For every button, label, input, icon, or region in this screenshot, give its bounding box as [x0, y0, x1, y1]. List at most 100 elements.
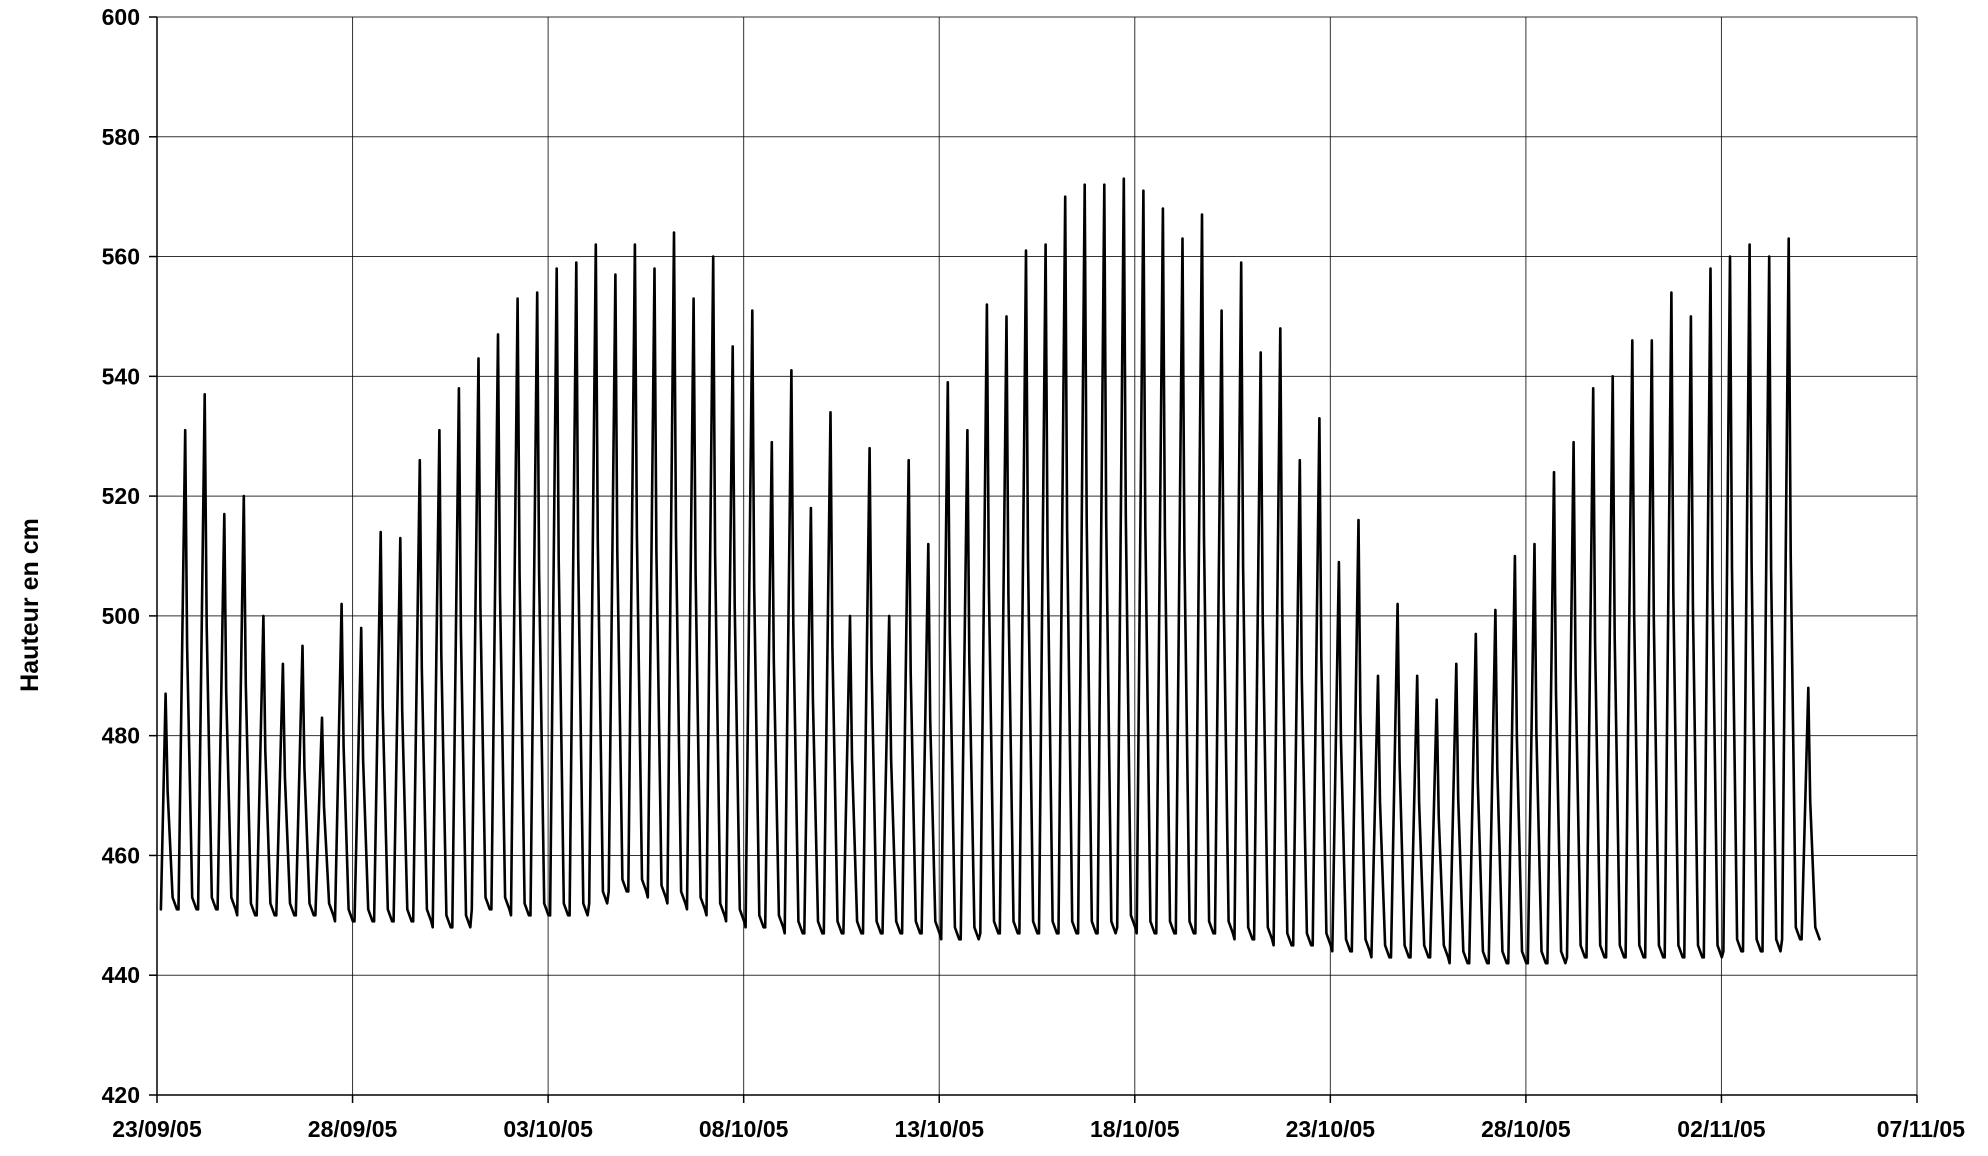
series-0-peak-point-44 — [1025, 249, 1027, 252]
x-tick-label-7: 28/10/05 — [1481, 1116, 1571, 1142]
series-0-peak-point-77 — [1670, 291, 1673, 294]
series-0-peak-point-8 — [321, 716, 323, 719]
series-0-peak-point-16 — [477, 357, 480, 360]
y-tick-label-1: 440 — [102, 962, 140, 988]
x-tick-labels: 23/09/05 28/09/05 03/10/05 08/10/05 13/10/05… — [112, 1116, 1965, 1142]
y-tick-label-0: 420 — [102, 1082, 140, 1108]
series-0-peak-point-21 — [575, 261, 578, 264]
y-tick-label-5: 520 — [102, 483, 140, 509]
series-0-peak-point-64 — [1416, 675, 1418, 677]
series-0-peak-point-58 — [1299, 459, 1301, 462]
series-0-peak-point-24 — [634, 243, 636, 246]
y-tick-label-8: 580 — [102, 124, 140, 150]
series-0-peak-point-59 — [1318, 417, 1321, 420]
series-0-peak-point-39 — [927, 543, 930, 545]
series-0-peak-point-6 — [282, 663, 284, 665]
series-0-peak-point-26 — [673, 231, 675, 234]
series-0-peak-point-14 — [438, 429, 441, 432]
series-0-peak-point-37 — [888, 615, 890, 617]
series-0-peak-point-1 — [184, 429, 186, 432]
series-0-peak-point-79 — [1709, 267, 1712, 270]
series-0-peak-point-83 — [1787, 237, 1790, 240]
series-0-peak-point-13 — [419, 459, 421, 462]
series-0-peak-point-55 — [1240, 261, 1242, 264]
series-0-peak-point-30 — [751, 309, 754, 312]
series-0-peak-point-81 — [1748, 243, 1751, 246]
y-tick-label-9: 600 — [102, 4, 140, 30]
series-0-peak-point-69 — [1514, 555, 1516, 557]
series-0-peak-point-20 — [555, 267, 558, 270]
series-0-peak-point-68 — [1494, 609, 1497, 611]
series-0-peak-point-78 — [1690, 315, 1692, 318]
series-0-peak-point-57 — [1279, 327, 1282, 330]
series-0-peak-point-33 — [810, 507, 812, 509]
series-0-peak-point-43 — [1005, 315, 1008, 318]
series-0-peak-point-2 — [203, 393, 206, 396]
series-0-peak-point-54 — [1220, 309, 1223, 312]
x-tick-label-3: 08/10/05 — [699, 1116, 789, 1142]
series-0-peak-point-0 — [164, 692, 167, 695]
series-0-peak-point-18 — [516, 297, 519, 300]
series-0-peak-point-53 — [1201, 213, 1203, 216]
series-0-peak-point-75 — [1631, 339, 1634, 342]
y-tick-label-4: 500 — [102, 603, 140, 629]
x-tick-label-5: 18/10/05 — [1090, 1116, 1180, 1142]
series-0-peak-point-27 — [692, 297, 695, 300]
series-0-peak-point-84 — [1807, 687, 1810, 689]
series-0-peak-point-63 — [1396, 603, 1399, 605]
series-0-peak-point-41 — [966, 429, 969, 432]
series-0-peak-point-5 — [262, 615, 265, 617]
series-0-peak-point-65 — [1435, 698, 1438, 701]
series-0-peak-point-72 — [1572, 441, 1575, 444]
y-tick-label-6: 540 — [102, 363, 140, 389]
series-0-peak-point-32 — [790, 369, 793, 372]
y-tick-label-2: 460 — [102, 842, 140, 868]
y-axis-label: Hauteur en cm — [16, 518, 44, 692]
series-0-peak-point-28 — [712, 255, 714, 258]
series-0-peak-point-48 — [1103, 183, 1106, 186]
series-0-peak-point-25 — [653, 267, 656, 270]
series-0-peak-point-71 — [1553, 471, 1555, 474]
x-tick-label-4: 13/10/05 — [894, 1116, 984, 1142]
series-0-peak-point-61 — [1357, 519, 1360, 521]
series-0-peak-point-35 — [849, 615, 851, 617]
x-tick-label-1: 28/09/05 — [308, 1116, 398, 1142]
series-0-peak-point-62 — [1377, 675, 1379, 677]
series-0-peak-point-4 — [243, 495, 245, 497]
series-0-peak-point-23 — [614, 273, 617, 276]
series-0-peak-point-40 — [947, 381, 949, 384]
series-0-peak-point-3 — [223, 513, 226, 515]
series-0-peak-point-66 — [1455, 663, 1458, 665]
series-0-peak-point-70 — [1533, 543, 1536, 545]
series-0-peak-point-46 — [1064, 195, 1066, 198]
x-tick-label-9: 07/11/05 — [1877, 1116, 1965, 1142]
series-0-peak-point-45 — [1044, 243, 1047, 246]
series-0-peak-point-74 — [1611, 375, 1614, 378]
x-tick-label-6: 23/10/05 — [1286, 1116, 1376, 1142]
series-0-peak-point-56 — [1259, 351, 1262, 354]
series-0-peak-point-9 — [340, 603, 343, 605]
series-0-peak-point-29 — [731, 345, 734, 348]
series-0-peak-point-15 — [458, 387, 460, 390]
series-0-peak-point-17 — [497, 333, 499, 336]
x-tick-label-0: 23/09/05 — [112, 1116, 202, 1142]
series-0-peak-point-12 — [399, 537, 402, 539]
axes — [149, 16, 1918, 1103]
y-tick-labels: 420 440 460 480 500 520 540 560 580 600 — [102, 4, 140, 1108]
series-0-peak-point-82 — [1768, 255, 1770, 258]
series-0-peak-point-47 — [1083, 183, 1086, 186]
x-tick-label-8: 02/11/05 — [1677, 1116, 1765, 1142]
series-0-peak-point-50 — [1142, 189, 1145, 192]
series-0-peak-point-31 — [771, 441, 773, 444]
series-0-peak-point-73 — [1592, 387, 1594, 390]
series-area — [159, 177, 1821, 965]
series-0-peak-point-19 — [536, 291, 538, 294]
series-0-peak-point-60 — [1338, 561, 1340, 563]
series-0-peak-point-49 — [1123, 177, 1125, 180]
series-0-peak-point-80 — [1729, 255, 1731, 258]
series-0-peak-point-38 — [907, 459, 910, 462]
y-tick-label-7: 560 — [102, 244, 140, 270]
series-0-peak-point-67 — [1475, 633, 1477, 635]
series-0-peak-point-7 — [301, 645, 304, 647]
